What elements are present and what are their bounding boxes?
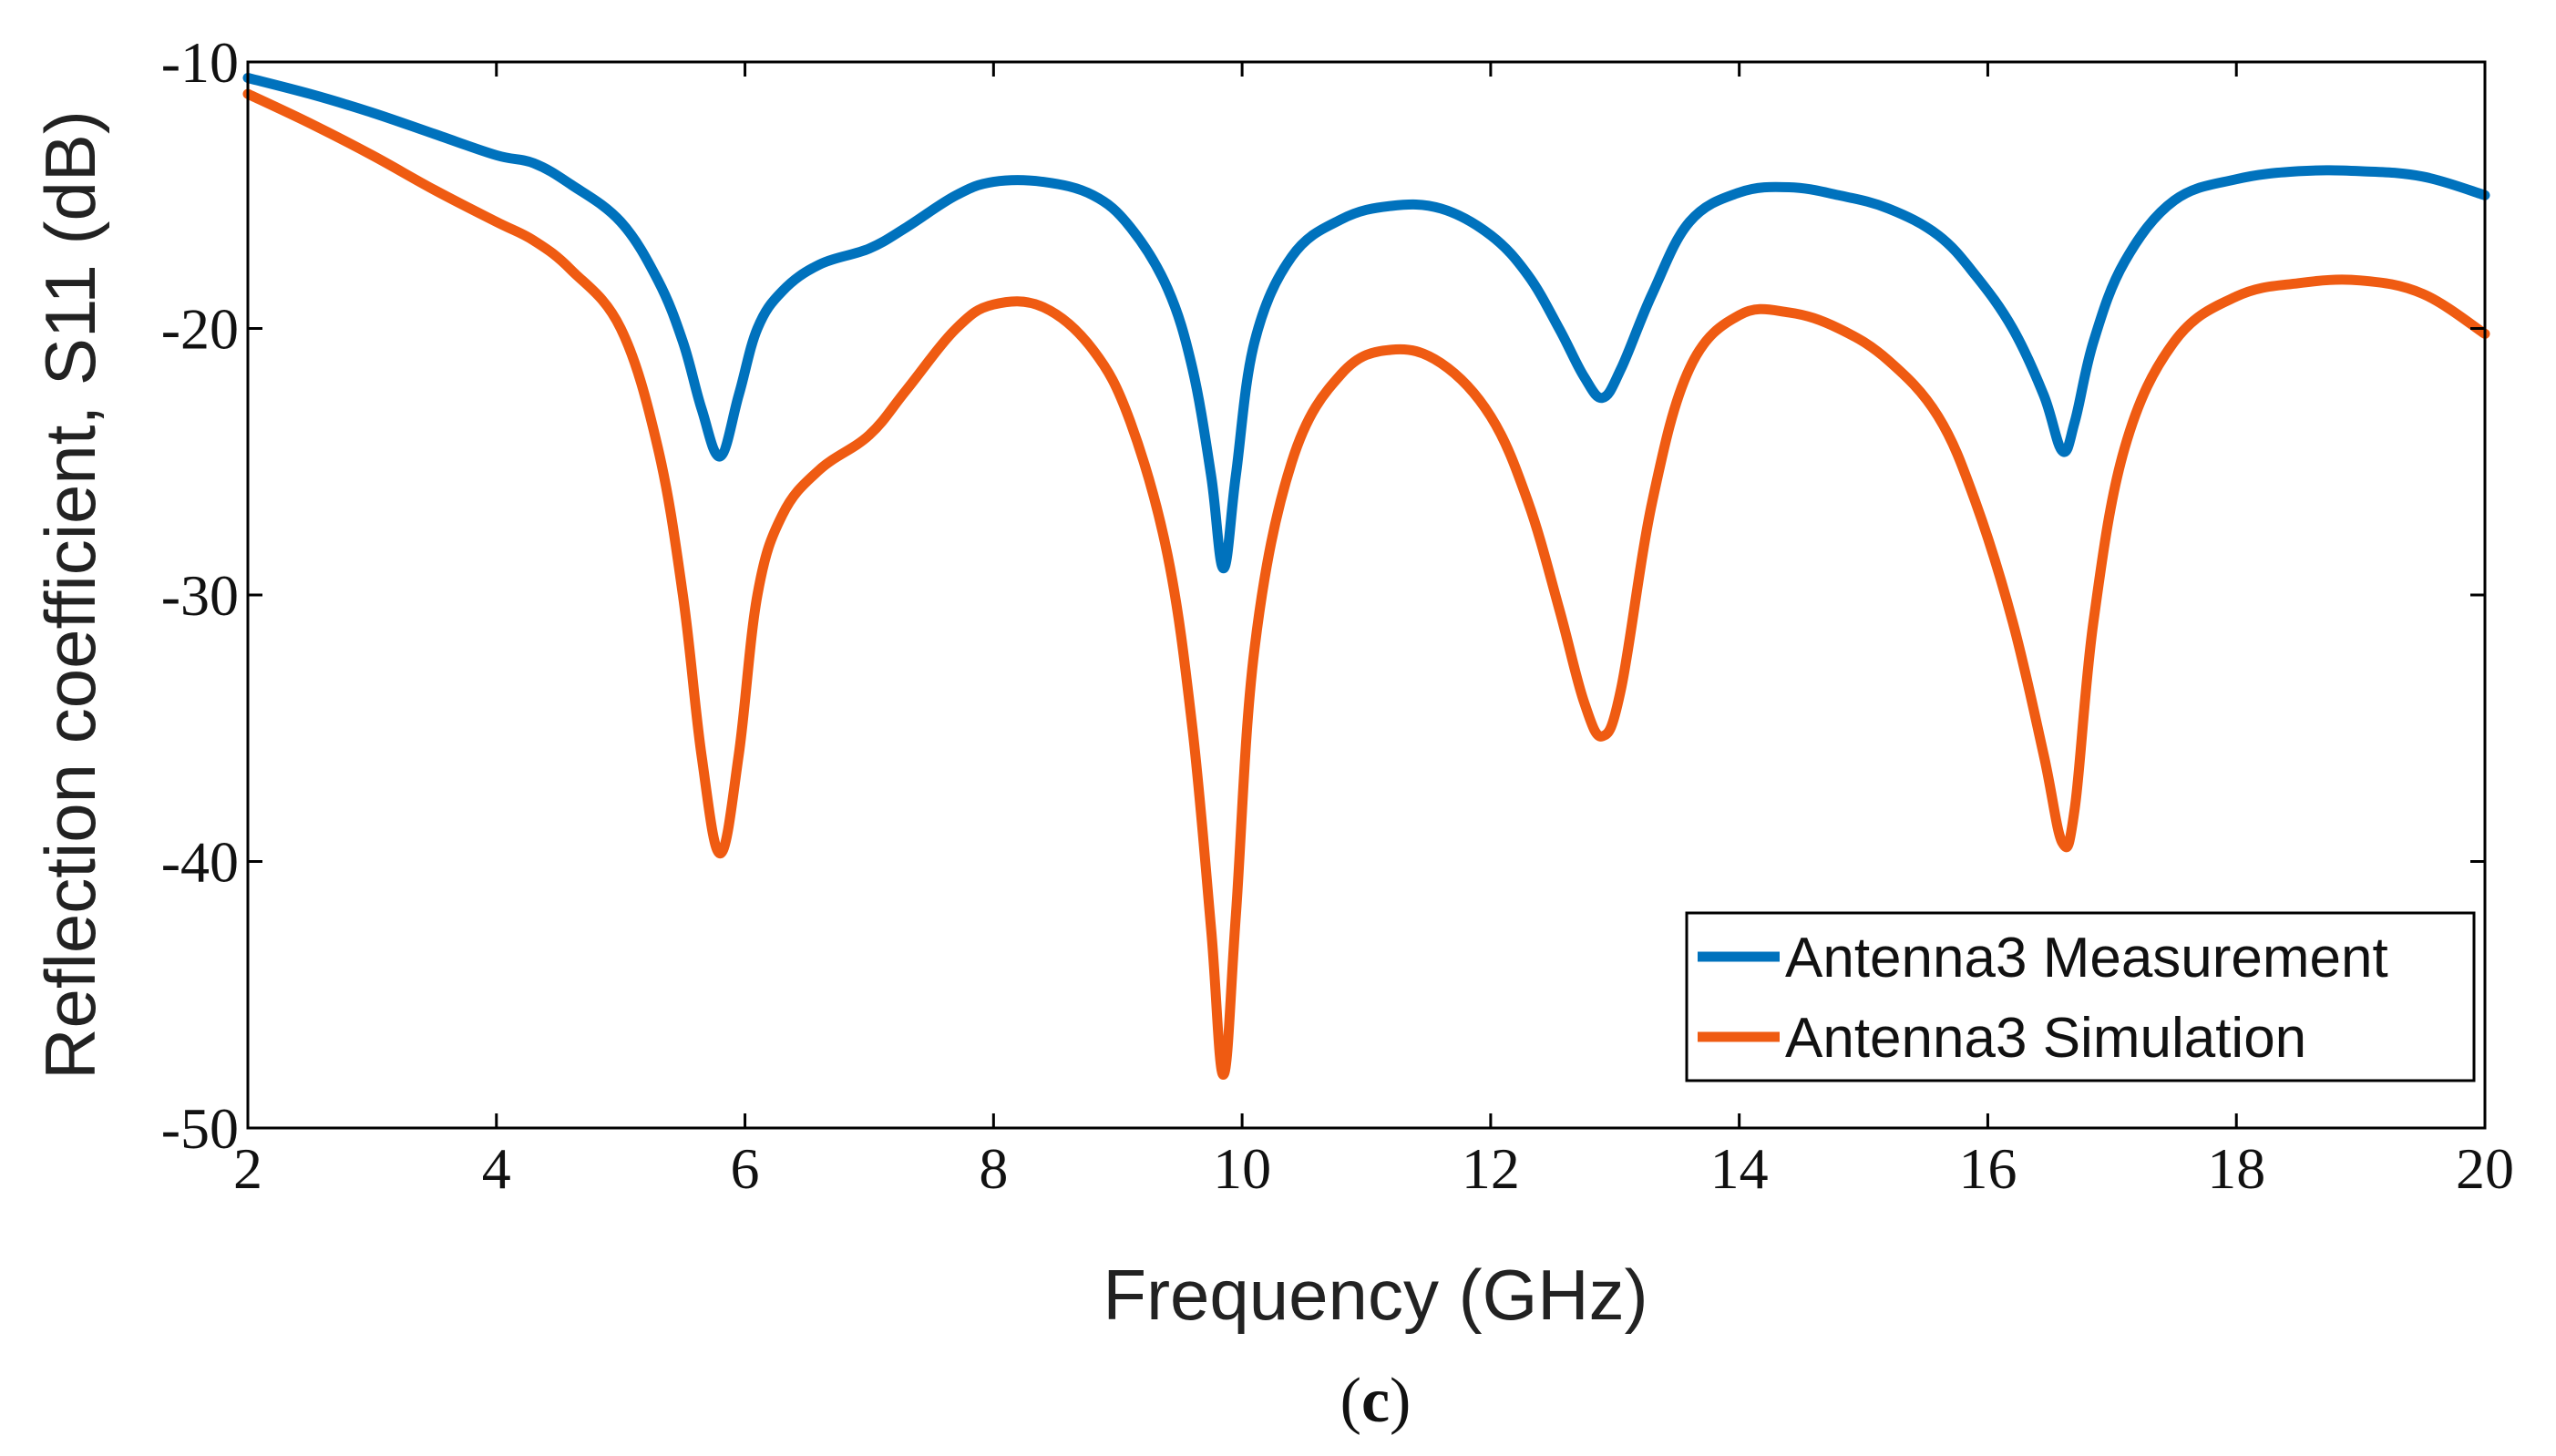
y-tick-label: -10 [161,30,239,95]
x-tick-label: 18 [2207,1136,2265,1201]
caption-open-paren: ( [1340,1366,1361,1436]
y-tick-label: -20 [161,297,239,362]
y-axis-title-group: Reflection coefficient, S11 (dB) [30,110,110,1080]
caption-letter: c [1361,1366,1390,1436]
legend-box [1685,911,2476,1082]
x-tick-label: 12 [1462,1136,1520,1201]
figure-caption: (c) [1340,1366,1411,1436]
x-axis-title: Frequency (GHz) [1103,1255,1648,1335]
legend-label: Antenna3 Simulation [1785,1007,2306,1070]
legend: Antenna3 Measurement Antenna3 Simulation [1685,911,2476,1082]
ticks-layer: 2 4 6 8 10 12 14 16 18 20 -10 -20 -30 -40 -50 [161,30,2514,1201]
y-tick-label: -30 [161,563,239,628]
x-tick-label: 2 [233,1136,262,1201]
x-tick-label: 8 [979,1136,1008,1201]
caption-close-paren: ) [1390,1366,1411,1436]
x-tick-label: 16 [1958,1136,2017,1201]
series-layer [242,73,2490,1081]
x-tick-label: 10 [1213,1136,1271,1201]
series-line-measurement [242,73,2490,574]
legend-label: Antenna3 Measurement [1785,927,2388,989]
x-tick-label: 14 [1710,1136,1769,1201]
series-line-simulation [242,88,2490,1081]
y-axis-title: Reflection coefficient, S11 (dB) [30,110,110,1080]
y-tick-label: -50 [161,1096,239,1161]
x-tick-label: 6 [731,1136,760,1201]
x-tick-label: 20 [2456,1136,2514,1201]
x-tick-label: 4 [482,1136,511,1201]
y-tick-label: -40 [161,830,239,895]
